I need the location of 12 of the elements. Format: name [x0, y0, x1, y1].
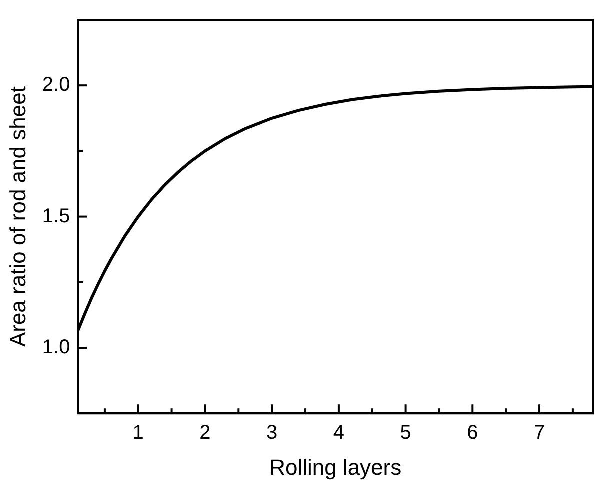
- x-tick-label: 6: [467, 422, 478, 444]
- x-axis-title: Rolling layers: [270, 454, 402, 480]
- x-tick-label: 5: [400, 422, 412, 444]
- y-tick-label: 2.0: [42, 74, 70, 96]
- x-tick-label: 3: [266, 422, 278, 444]
- x-tick-label: 4: [333, 422, 345, 444]
- x-tick-label: 1: [132, 422, 144, 444]
- y-axis-title: Area ratio of rod and sheet: [5, 86, 30, 348]
- y-tick-label: 1.5: [42, 205, 70, 228]
- x-tick-label: 7: [534, 422, 546, 444]
- x-tick-label: 2: [200, 422, 211, 444]
- y-tick-label: 1.0: [42, 336, 70, 359]
